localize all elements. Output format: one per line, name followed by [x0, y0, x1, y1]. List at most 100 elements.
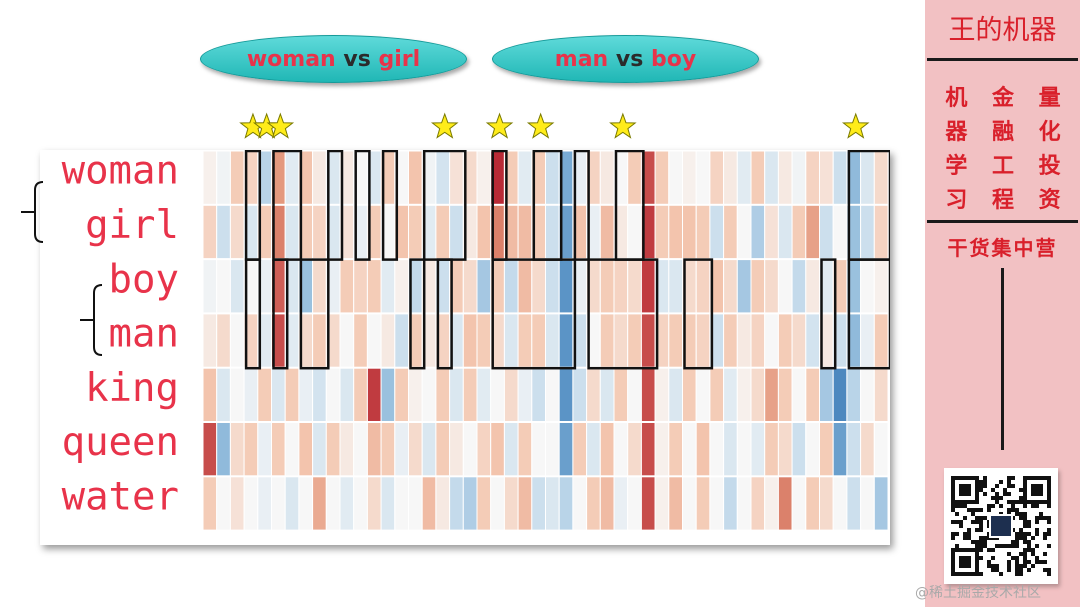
heatmap-cell [613, 259, 629, 314]
qr-module [1047, 516, 1051, 520]
heatmap-cell [408, 367, 423, 422]
qr-module [991, 556, 995, 560]
heatmap-cell [202, 204, 218, 260]
heatmap-cell [476, 313, 492, 368]
heatmap-cell [257, 367, 273, 422]
qr-module [975, 520, 979, 524]
qr-module [1027, 544, 1031, 548]
pill-woman-vs-girl: woman vs girl [200, 35, 467, 83]
heatmap-cell [353, 367, 368, 422]
heatmap-cell [449, 476, 464, 531]
heatmap-cell [805, 422, 820, 477]
qr-module [1047, 568, 1051, 572]
heatmap-cell [668, 476, 683, 531]
heatmap-cell [257, 422, 273, 477]
qr-module [979, 572, 983, 576]
heatmap-cell [312, 313, 327, 368]
qr-module [995, 544, 999, 548]
qr-finder-center [959, 484, 971, 496]
heatmap-cell [531, 422, 546, 477]
heatmap-cell [860, 476, 875, 531]
heatmap-cell [640, 476, 656, 531]
heatmap-cell [873, 422, 889, 477]
heatmap-cell [298, 367, 314, 422]
heatmap-cell [339, 476, 355, 531]
star-icon [609, 112, 637, 139]
heatmap-cell [229, 313, 245, 368]
pill-left-word: woman [246, 46, 336, 72]
heatmap-cell [229, 204, 245, 260]
heatmap-cell [435, 150, 451, 205]
heatmap-cell [860, 422, 875, 477]
sidebar-char: 量 [1038, 85, 1061, 111]
heatmap-cell [750, 204, 766, 260]
heatmap-cell [736, 150, 752, 205]
heatmap-cell [558, 259, 574, 314]
heatmap-cell [545, 422, 560, 477]
heatmap-cell [640, 422, 656, 477]
qr-module [1031, 536, 1035, 540]
qr-module [987, 548, 991, 552]
star-icon [430, 112, 459, 139]
qr-module [1031, 548, 1035, 552]
qr-module [995, 568, 999, 572]
heatmap-cell [777, 150, 793, 205]
qr-module [1007, 476, 1011, 480]
star-markers [239, 112, 870, 139]
heatmap-cell [531, 367, 546, 422]
qr-module [1031, 564, 1035, 568]
qr-module [975, 544, 979, 548]
heatmap-cell [229, 367, 245, 422]
star-icon [526, 112, 555, 139]
qr-module [979, 540, 983, 544]
qr-module [955, 512, 959, 516]
heatmap-cell [750, 476, 766, 531]
qr-module [1011, 544, 1015, 548]
qr-logo-icon [989, 514, 1013, 538]
qr-module [995, 496, 999, 500]
qr-module [1035, 516, 1039, 520]
heatmap-cell [531, 313, 546, 368]
qr-module [1027, 540, 1031, 544]
heatmap-cell [723, 422, 738, 477]
heatmap-cell [599, 313, 615, 368]
qr-module [1019, 488, 1023, 492]
qr-module [1007, 480, 1011, 484]
heatmap-cell [586, 367, 601, 422]
heatmap-cell [298, 422, 314, 477]
heatmap-cell [627, 204, 642, 260]
heatmap-cell [777, 422, 793, 477]
heatmap-cell [229, 150, 245, 205]
heatmap-cell [819, 150, 834, 205]
heatmap-cell [545, 313, 560, 368]
qr-module [995, 484, 999, 488]
heatmap-cell [572, 367, 588, 422]
qr-module [1027, 560, 1031, 564]
heatmap-cell [229, 259, 245, 314]
highlight-box [491, 258, 577, 370]
star-icon [841, 112, 870, 139]
heatmap-cell [408, 204, 423, 260]
qr-module [983, 492, 987, 496]
highlight-box [820, 258, 837, 370]
heatmap-cell [545, 476, 560, 531]
qr-module [959, 520, 963, 524]
heatmap-cell [202, 476, 218, 531]
heatmap-cell [449, 422, 464, 477]
pill-vs: vs [343, 46, 371, 72]
qr-module [1011, 500, 1015, 504]
heatmap-cell [476, 367, 492, 422]
qr-module [967, 508, 971, 512]
qr-module [1007, 560, 1011, 564]
sidebar-rule-middle [927, 220, 1078, 223]
heatmap-cell [216, 476, 231, 531]
heatmap-cell [777, 367, 793, 422]
heatmap-cell [394, 422, 409, 477]
heatmap-cell [682, 204, 697, 260]
sidebar-char: 机 [945, 85, 968, 111]
pill-right-word: boy [651, 46, 697, 72]
heatmap-cell [736, 476, 752, 531]
heatmap-cell [517, 259, 533, 314]
heatmap-cell [353, 476, 368, 531]
qr-module [971, 520, 975, 524]
